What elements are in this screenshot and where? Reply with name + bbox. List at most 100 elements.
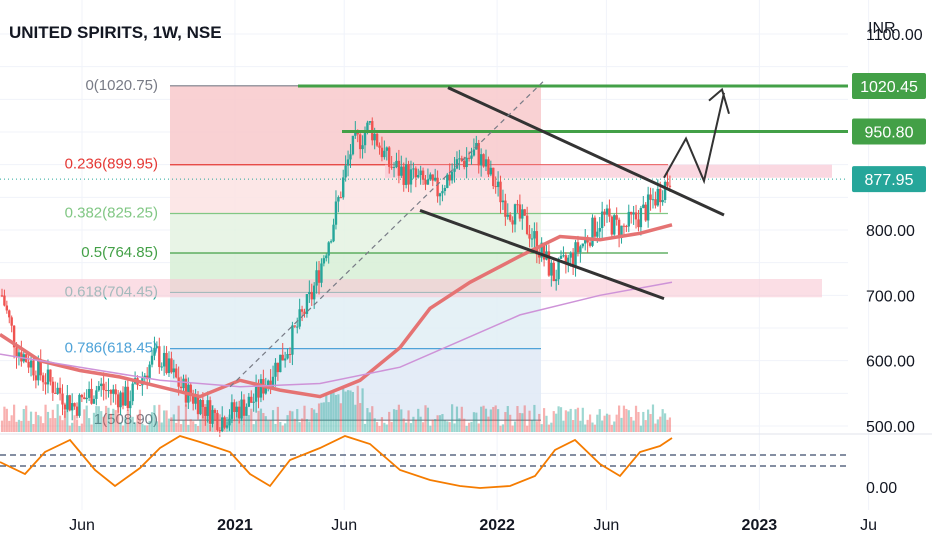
volume-bar <box>441 414 444 432</box>
candle-body <box>639 207 643 228</box>
volume-bar <box>414 419 417 432</box>
candle-body <box>237 406 241 419</box>
volume-bar <box>647 409 650 432</box>
volume-bar <box>112 408 115 432</box>
candle-body <box>150 355 154 365</box>
candle-body <box>312 285 316 300</box>
volume-bar <box>557 406 560 432</box>
volume-bar <box>632 420 635 432</box>
volume-bar <box>322 402 325 432</box>
volume-bar <box>376 422 379 432</box>
candle-body <box>213 409 217 413</box>
volume-bar <box>15 421 18 432</box>
candle-body <box>385 147 388 151</box>
volume-bar <box>426 407 430 432</box>
candle-body <box>293 325 297 327</box>
candle-body <box>513 204 517 225</box>
volume-bar <box>245 416 248 432</box>
candle-body <box>201 400 205 407</box>
volume-bar <box>56 404 59 432</box>
candle-body <box>453 168 456 172</box>
candle-body <box>102 383 105 391</box>
candle-body <box>206 400 209 416</box>
volume-bar <box>467 422 471 432</box>
candle-body <box>499 181 502 203</box>
price-tag-label: 1020.45 <box>860 79 918 96</box>
volume-bar <box>172 414 175 432</box>
volume-bar <box>482 405 485 432</box>
candle-body <box>400 166 403 176</box>
candle-body <box>276 362 280 373</box>
candle-body <box>10 317 13 326</box>
volume-bar <box>235 406 238 432</box>
candle-body <box>56 387 59 394</box>
volume-bar <box>513 421 517 432</box>
candle-body <box>279 354 282 373</box>
candle-body <box>392 167 396 169</box>
volume-bar <box>255 420 258 432</box>
volume-bar <box>497 409 500 432</box>
candle-body <box>230 402 234 419</box>
channel-upper-trendline <box>447 86 725 217</box>
volume-bar <box>17 419 21 432</box>
volume-bar <box>330 393 333 432</box>
candle-body <box>257 383 260 398</box>
volume-bar <box>267 420 270 432</box>
volume-bar <box>591 422 594 432</box>
volume-bar <box>179 424 183 432</box>
volume-bar <box>167 418 171 432</box>
volume-bar <box>642 411 645 432</box>
volume-bar <box>281 425 284 432</box>
candle-body <box>119 392 122 408</box>
volume-bar <box>332 392 335 432</box>
time-tick-label: 2022 <box>479 517 515 534</box>
candle-body <box>492 167 495 187</box>
candle-body <box>591 217 594 246</box>
candle-body <box>477 142 480 166</box>
volume-bar <box>542 408 546 432</box>
candle-body <box>218 430 221 432</box>
volume-bar <box>639 425 642 432</box>
volume-bar <box>121 425 125 432</box>
volume-bar <box>213 410 217 432</box>
volume-bar <box>472 412 475 432</box>
candle-body <box>458 158 461 160</box>
candle-body <box>15 347 18 358</box>
volume-bar <box>85 405 88 432</box>
volume-bar <box>400 409 403 432</box>
volume-bar <box>615 414 618 432</box>
candle-body <box>124 386 127 406</box>
candle-body <box>455 159 459 169</box>
price-tick-label: 1100.00 <box>866 27 923 44</box>
candle-body <box>250 396 253 403</box>
candle-body <box>649 194 652 200</box>
candle-body <box>465 157 468 168</box>
candle-body <box>642 204 645 208</box>
candle-body <box>233 402 236 412</box>
volume-bar <box>528 410 531 432</box>
volume-bar <box>538 413 541 432</box>
candle-body <box>211 409 214 424</box>
candle-body <box>528 234 531 239</box>
candle-body <box>240 399 243 419</box>
candle-body <box>613 215 616 235</box>
candle-body <box>97 386 100 391</box>
price-axis[interactable]: 1100.00 800.00 700.00 600.00 500.00 0.00 <box>866 27 923 497</box>
candle-body <box>41 375 45 383</box>
volume-bar <box>250 408 253 432</box>
volume-bar <box>412 416 415 432</box>
candle-body <box>315 270 318 286</box>
volume-bar <box>313 409 316 432</box>
price-tag-label: 877.95 <box>865 172 914 189</box>
volume-bar <box>66 407 69 432</box>
volume-bar <box>257 410 260 432</box>
drawings <box>229 79 848 388</box>
candle-body <box>245 406 248 416</box>
candle-body <box>567 257 570 264</box>
price-tag-box <box>852 118 926 145</box>
candle-body <box>484 159 488 167</box>
volume-bar <box>264 416 267 432</box>
time-axis[interactable]: Jun 2021 Jun 2022 Jun 2023 Ju <box>69 517 877 534</box>
candle-body <box>429 174 432 180</box>
